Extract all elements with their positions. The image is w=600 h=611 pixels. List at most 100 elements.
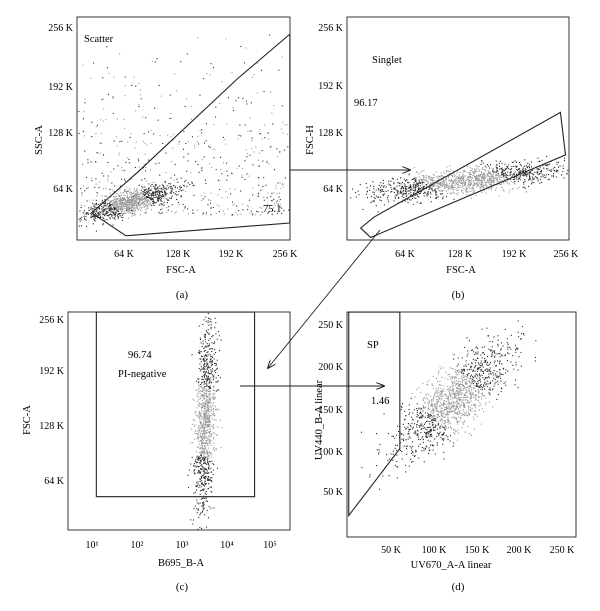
event-point — [113, 191, 115, 193]
event-point — [174, 174, 176, 176]
event-point — [440, 414, 442, 416]
event-point — [206, 426, 208, 428]
event-point — [226, 162, 228, 164]
event-point — [550, 170, 552, 172]
event-point — [209, 373, 211, 375]
event-point — [126, 204, 128, 206]
event-point — [212, 413, 214, 415]
event-point — [205, 214, 207, 216]
event-point — [214, 406, 216, 408]
event-point — [81, 192, 83, 194]
event-point — [215, 352, 217, 354]
event-point — [121, 204, 123, 206]
event-point — [410, 199, 412, 201]
event-point — [479, 175, 481, 177]
event-point — [430, 178, 432, 180]
event-point — [503, 190, 505, 192]
event-point — [381, 185, 383, 187]
event-point — [526, 166, 528, 168]
event-point — [205, 123, 207, 125]
event-point — [214, 362, 216, 364]
event-point — [491, 186, 493, 188]
event-point — [102, 216, 104, 218]
event-point — [115, 206, 117, 208]
event-point — [393, 188, 395, 190]
event-point — [83, 111, 85, 113]
event-point — [134, 189, 136, 191]
event-point — [547, 168, 549, 170]
event-point — [470, 174, 472, 176]
event-point — [201, 368, 203, 370]
event-point — [455, 418, 457, 420]
event-point — [92, 199, 94, 201]
event-point — [203, 192, 205, 194]
event-point — [128, 187, 130, 189]
event-point — [436, 411, 438, 413]
event-point — [167, 134, 169, 136]
event-point — [471, 186, 473, 188]
event-point — [518, 173, 520, 175]
event-point — [202, 396, 204, 398]
event-point — [199, 484, 201, 486]
event-point — [463, 370, 465, 372]
event-point — [140, 197, 142, 199]
event-point — [408, 186, 410, 188]
event-point — [226, 179, 228, 181]
event-point — [141, 207, 143, 209]
event-point — [208, 390, 210, 392]
event-point — [158, 195, 160, 197]
event-point — [273, 207, 275, 209]
event-point — [479, 163, 481, 165]
event-point — [455, 408, 457, 410]
event-point — [187, 182, 189, 184]
event-point — [208, 394, 210, 396]
event-point — [127, 197, 129, 199]
event-point — [468, 390, 470, 392]
event-point — [391, 191, 393, 193]
event-point — [205, 140, 207, 142]
event-point — [144, 178, 146, 180]
event-point — [434, 190, 436, 192]
event-point — [203, 434, 205, 436]
event-point — [237, 138, 239, 140]
event-point — [471, 408, 473, 410]
gate-percent-c: 96.74 — [128, 350, 152, 361]
event-point — [221, 197, 223, 199]
event-point — [113, 202, 115, 204]
event-point — [470, 382, 472, 384]
event-point — [478, 379, 480, 381]
event-point — [124, 95, 126, 97]
event-point — [102, 214, 104, 216]
event-point — [213, 124, 215, 126]
event-point — [197, 164, 199, 166]
event-point — [110, 213, 112, 215]
event-point — [212, 438, 214, 440]
event-point — [471, 167, 473, 169]
event-point — [453, 198, 455, 200]
event-point — [503, 173, 505, 175]
event-point — [196, 486, 198, 488]
event-point — [128, 207, 130, 209]
event-point — [209, 393, 211, 395]
event-point — [247, 206, 249, 208]
event-point — [531, 176, 533, 178]
event-point — [197, 396, 199, 398]
event-point — [430, 177, 432, 179]
event-point — [85, 176, 87, 178]
event-point — [435, 425, 437, 427]
event-point — [90, 216, 92, 218]
event-point — [443, 432, 445, 434]
event-point — [135, 199, 137, 201]
event-point — [131, 202, 133, 204]
event-point — [226, 196, 228, 198]
event-point — [250, 130, 252, 132]
event-point — [197, 414, 199, 416]
event-point — [470, 176, 472, 178]
event-point — [199, 462, 201, 464]
event-point — [553, 176, 555, 178]
event-point — [165, 187, 167, 189]
event-point — [195, 485, 197, 487]
event-point — [434, 414, 436, 416]
event-point — [404, 193, 406, 195]
event-point — [450, 193, 452, 195]
